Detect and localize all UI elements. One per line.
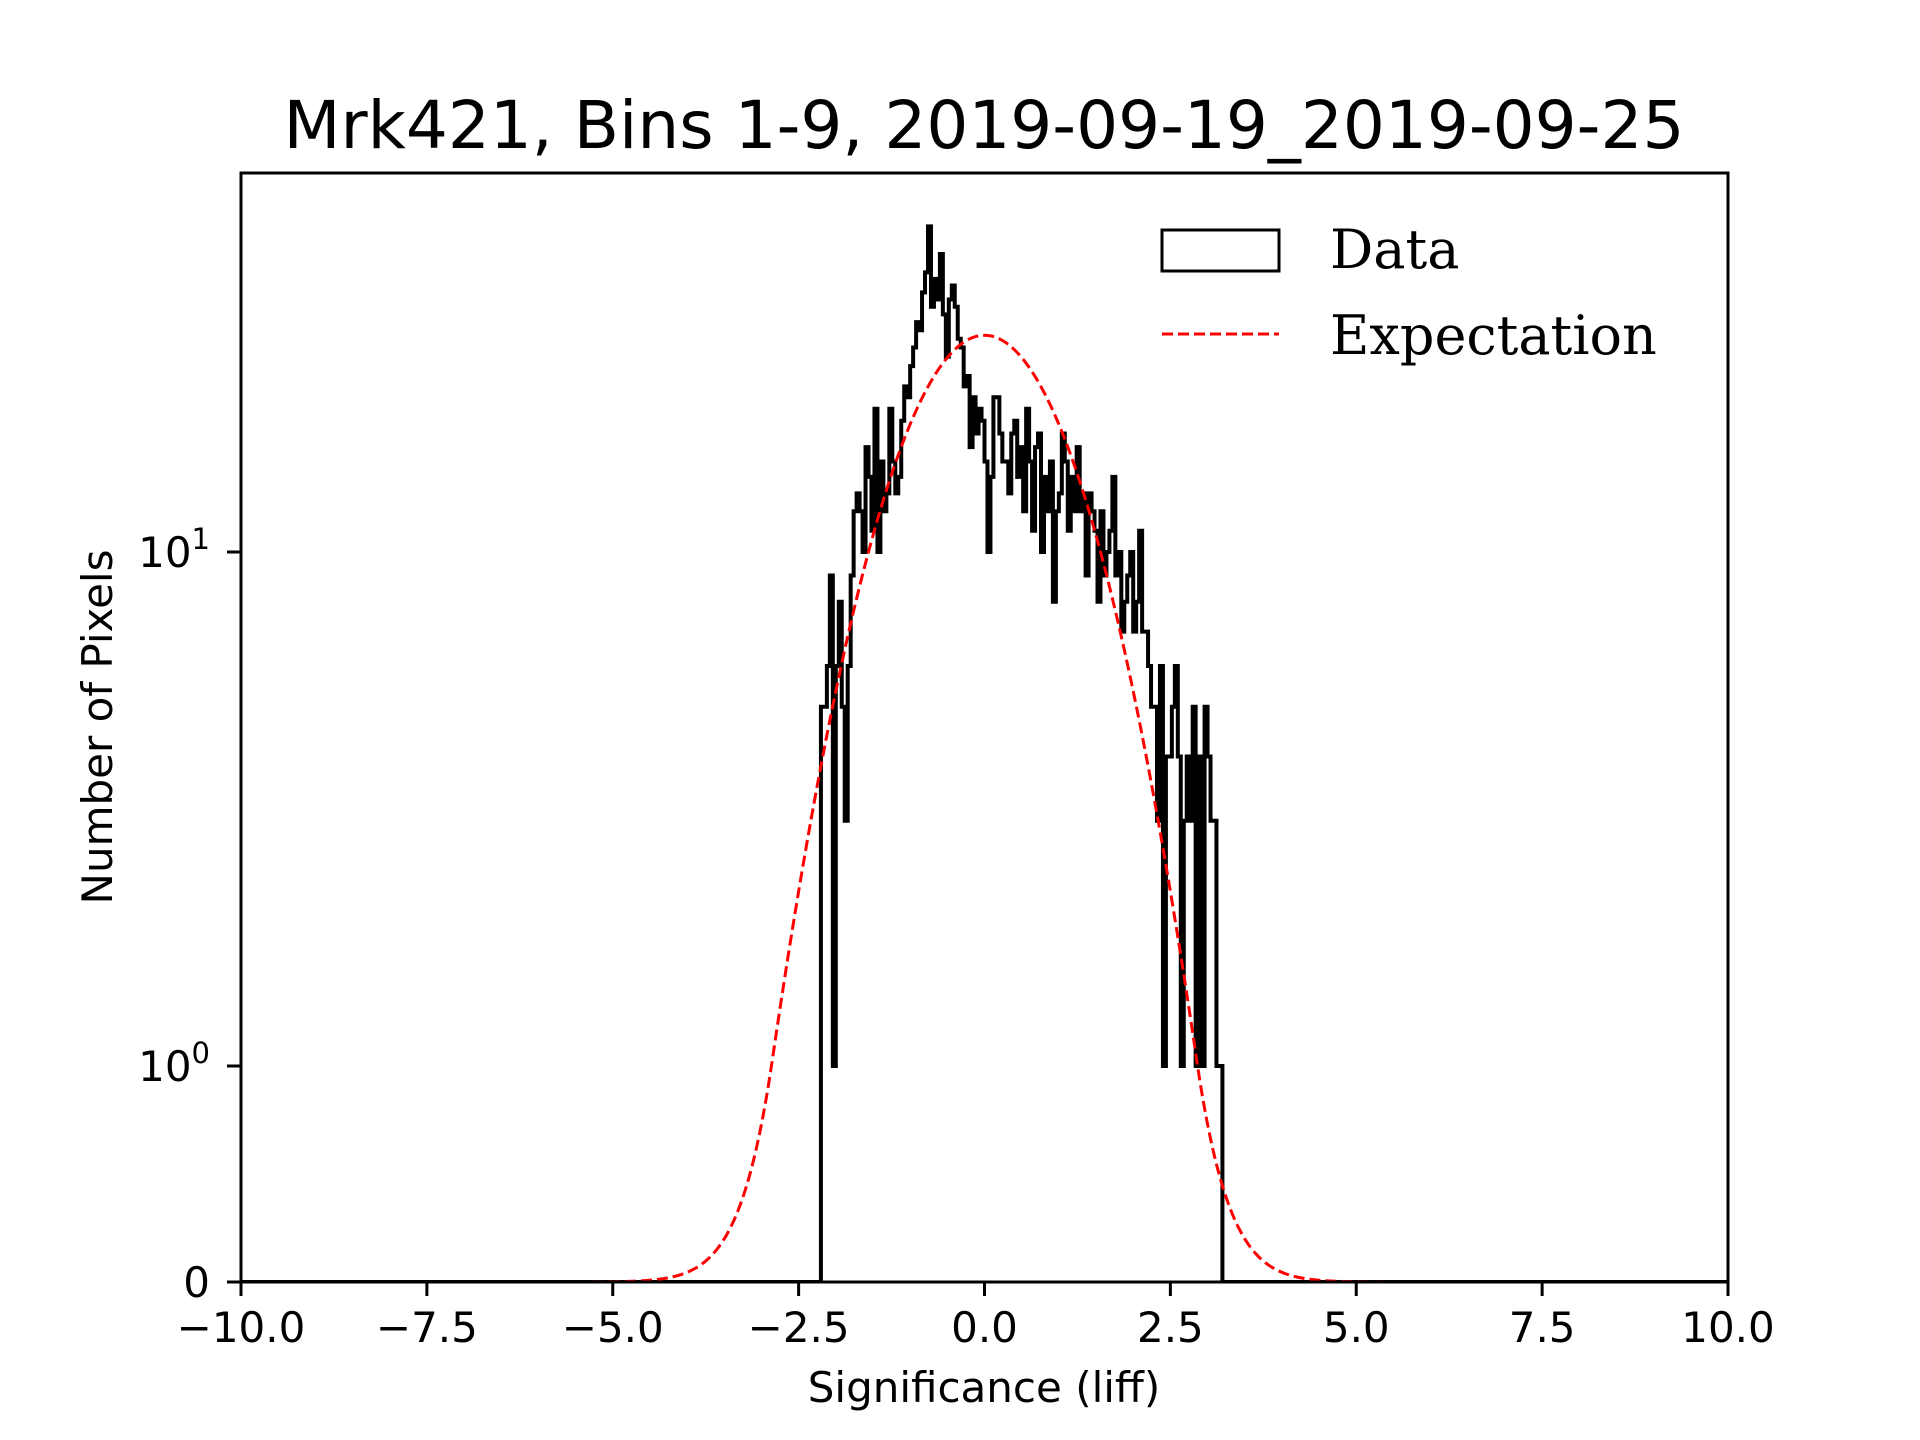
y-tick-label: 101 bbox=[138, 522, 210, 577]
x-axis-label: Significance (liff) bbox=[808, 1363, 1161, 1412]
x-tick-label: −7.5 bbox=[376, 1303, 478, 1352]
expectation-curve bbox=[241, 333, 1728, 1282]
x-tick-label: −5.0 bbox=[562, 1303, 664, 1352]
y-tick-label: 100 bbox=[138, 1036, 210, 1091]
y-tick-label: 0 bbox=[183, 1258, 210, 1307]
x-tick-label: 7.5 bbox=[1509, 1303, 1576, 1352]
x-tick-label: 10.0 bbox=[1681, 1303, 1775, 1352]
x-tick-label: −2.5 bbox=[748, 1303, 850, 1352]
legend: Data Expectation bbox=[1160, 218, 1657, 367]
chart-title: Mrk421, Bins 1-9, 2019-09-19_2019-09-25 bbox=[284, 87, 1685, 164]
legend-label-expectation: Expectation bbox=[1330, 304, 1657, 367]
y-axis: 0 100 101 bbox=[138, 522, 241, 1307]
x-tick-label: 0.0 bbox=[951, 1303, 1018, 1352]
x-axis: −10.0 −7.5 −5.0 −2.5 0.0 2.5 5.0 7.5 10.0 bbox=[177, 1282, 1775, 1352]
data-histogram-step bbox=[241, 224, 1728, 1282]
legend-label-data: Data bbox=[1330, 218, 1459, 281]
x-tick-label: 2.5 bbox=[1137, 1303, 1204, 1352]
x-tick-label: 5.0 bbox=[1323, 1303, 1390, 1352]
data-layer bbox=[241, 224, 1728, 1282]
y-axis-label: Number of Pixels bbox=[73, 550, 122, 905]
legend-data-swatch bbox=[1160, 228, 1281, 273]
x-tick-label: −10.0 bbox=[177, 1303, 306, 1352]
